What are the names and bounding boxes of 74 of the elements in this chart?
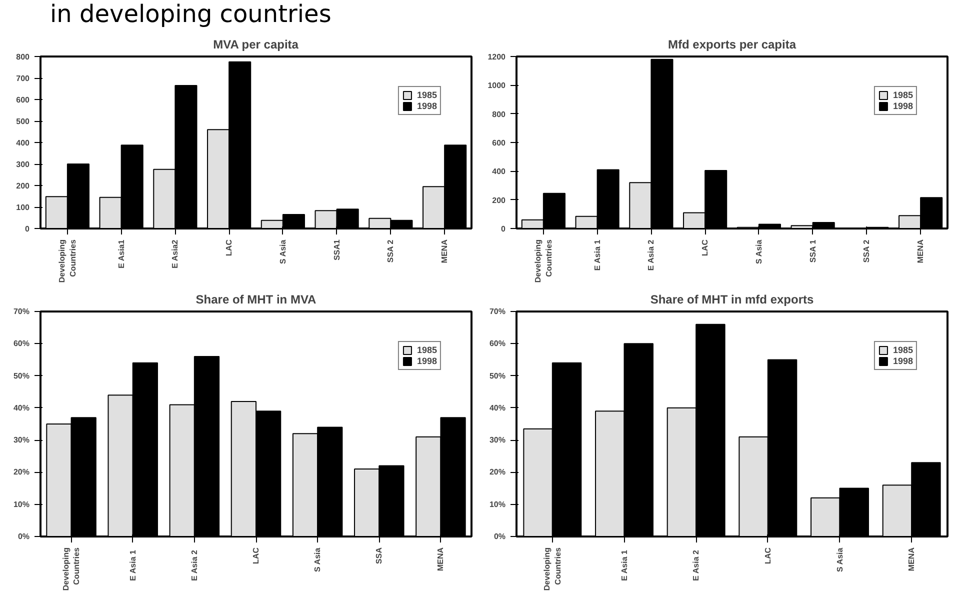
- chart-title: Share of MHT in MVA: [196, 292, 317, 306]
- y-tick-label: 600: [492, 138, 506, 148]
- x-tick-label: MENA: [436, 547, 446, 572]
- x-tick-label: LAC: [252, 547, 260, 564]
- y-tick-label: 800: [492, 110, 506, 119]
- x-tick-label: Developing Countries: [542, 546, 562, 591]
- y-tick-label: 600: [16, 96, 30, 104]
- y-tick-label: 0%: [494, 532, 506, 541]
- y-tick-label: 60%: [13, 339, 30, 348]
- y-tick-label: 70%: [13, 307, 30, 316]
- x-tick-label: S Asia: [278, 239, 288, 264]
- x-tick-label: LAC: [763, 547, 772, 564]
- x-tick-label: E Asia 2: [190, 549, 199, 581]
- y-tick-label: 50%: [489, 371, 506, 380]
- x-tick-label: SSA 2: [862, 239, 872, 263]
- x-tick-label: E Asia 1: [592, 239, 602, 271]
- y-tick-label: 1200: [488, 52, 506, 62]
- x-tick-label: S Asia: [835, 547, 844, 572]
- y-tick-label: 100: [16, 203, 30, 212]
- x-tick-label: MENA: [440, 239, 450, 264]
- y-tick-label: 500: [16, 117, 30, 126]
- legend-label: 1985: [892, 345, 913, 355]
- y-tick-label: 50%: [13, 371, 30, 380]
- chart-title: Mfd exports per capita: [668, 38, 796, 52]
- legend-label: 1985: [416, 345, 437, 355]
- legend-label: 1998: [892, 101, 913, 111]
- y-tick-label: 20%: [13, 468, 30, 477]
- x-tick-label: Developing Countries: [534, 238, 554, 283]
- legend-label: 1998: [416, 356, 437, 366]
- y-tick-label: 30%: [13, 436, 30, 445]
- x-tick-label: E Asia2: [170, 239, 180, 268]
- x-tick-label: E Asia 2: [646, 239, 656, 271]
- y-tick-label: 40%: [13, 403, 30, 412]
- x-tick-label: SSA: [374, 547, 384, 564]
- x-tick-label: SSA1: [332, 238, 342, 260]
- x-tick-label: E Asia1: [116, 239, 126, 268]
- x-tick-label: MENA: [916, 239, 926, 264]
- x-tick-label: S Asia: [313, 547, 322, 572]
- y-tick-label: 0: [501, 224, 506, 234]
- legend-label: 1998: [416, 101, 437, 111]
- text: in developing countries: [50, 0, 332, 28]
- x-tick-label: E Asia 1: [620, 549, 629, 581]
- x-tick-label: E Asia 2: [692, 549, 701, 581]
- y-tick-label: 20%: [489, 468, 506, 477]
- x-tick-label: Developing Countries: [61, 546, 82, 591]
- y-tick-label: 200: [492, 196, 506, 205]
- y-tick-label: 800: [16, 52, 30, 62]
- y-tick-label: 40%: [489, 403, 506, 412]
- x-tick-label: S Asia: [754, 239, 764, 264]
- y-tick-label: 700: [16, 74, 30, 83]
- y-tick-label: 400: [16, 138, 30, 148]
- y-tick-label: 30%: [489, 436, 506, 445]
- y-tick-label: 70%: [489, 307, 506, 316]
- y-tick-label: 0: [25, 224, 30, 234]
- legend-label: 1998: [892, 356, 913, 366]
- chart-title: MVA per capita: [213, 38, 299, 52]
- x-tick-label: SSA 1: [808, 239, 818, 263]
- chart-title: Share of MHT in mfd exports: [650, 292, 814, 306]
- x-tick-label: LAC: [224, 239, 234, 256]
- x-tick-label: Developing Countries: [58, 238, 78, 283]
- legend-label: 1985: [416, 90, 437, 100]
- x-tick-label: SSA 2: [386, 239, 396, 263]
- x-tick-label: LAC: [700, 239, 710, 256]
- x-tick-label: MENA: [907, 547, 916, 572]
- y-tick-label: 1000: [488, 81, 506, 90]
- y-tick-label: 300: [16, 160, 30, 169]
- y-tick-label: 400: [492, 167, 506, 176]
- y-tick-label: 60%: [489, 339, 506, 348]
- y-tick-label: 0%: [18, 532, 30, 541]
- legend-label: 1985: [892, 90, 913, 100]
- y-tick-label: 10%: [13, 500, 30, 509]
- y-tick-label: 200: [16, 182, 30, 190]
- x-tick-label: E Asia 1: [128, 549, 138, 581]
- y-tick-label: 10%: [489, 500, 506, 509]
